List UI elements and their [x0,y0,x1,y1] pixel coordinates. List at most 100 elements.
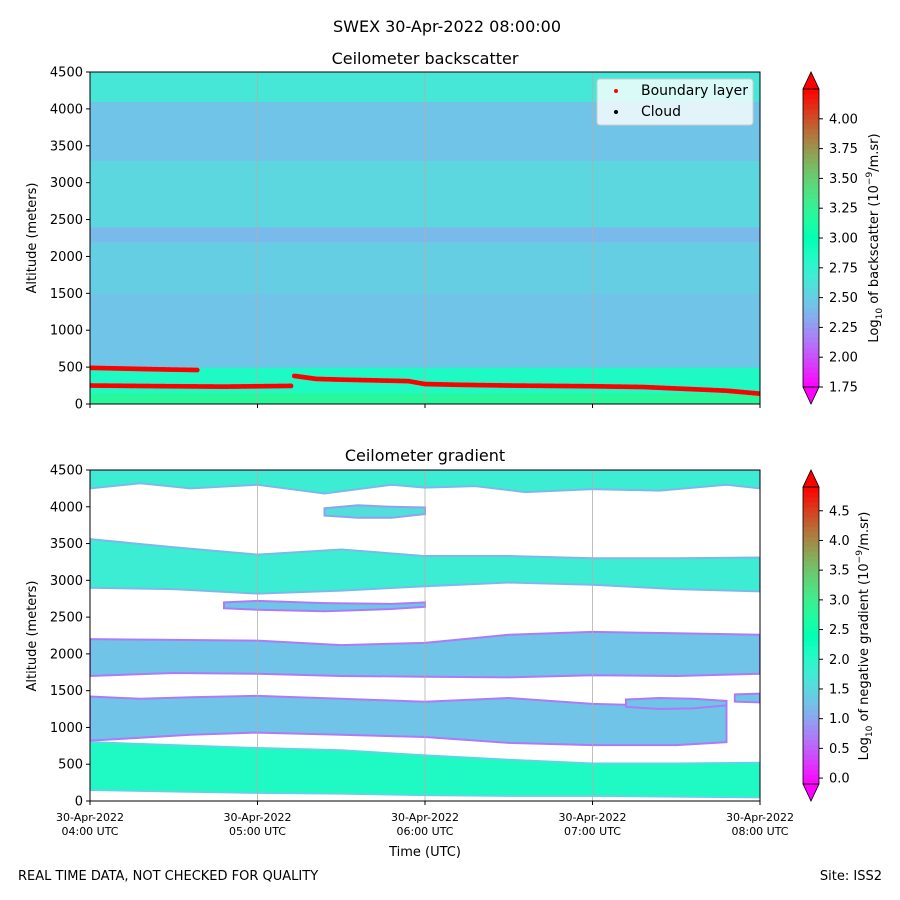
backscatter-colorbar-segment [803,103,819,110]
gradient-colorbar-segment [803,586,819,592]
backscatter-colorbar-segment [803,247,819,254]
legend-marker-boundary-layer [614,89,618,93]
backscatter-colorbar-segment [803,327,819,333]
y-tick-label: 2500 [50,611,83,626]
backscatter-colorbar-segment [803,143,819,150]
gradient-colorbar-tick-label: 1.5 [829,682,850,697]
backscatter-colorbar-max-arrow [802,71,820,90]
backscatter-colorbar-segment [803,257,819,264]
y-tick-label: 2000 [50,647,83,662]
gradient-colorbar-segment [803,491,819,498]
backscatter-colorbar-segment [803,168,819,175]
gradient-y-ticks: 0 500 1000 1500 2000 2500 3000 3500 4000 4500 [50,464,90,810]
backscatter-y-ticks: 0 500 1000 1500 2000 2500 3000 3500 4000 4500 [50,66,90,413]
gradient-xlabel: Time (UTC) [388,845,461,860]
backscatter-colorbar-segment [803,287,819,294]
backscatter-colorbar-segment [803,158,819,165]
backscatter-colorbar-segment [803,123,819,130]
gradient-colorbar-segment [803,546,819,552]
gradient-colorbar-segment [803,704,819,711]
gradient-colorbar-segment [803,600,819,607]
backscatter-colorbar-tick-label: 2.25 [829,321,858,336]
backscatter-colorbar-tick-label: 2.75 [829,261,858,276]
gradient-colorbar-segment [803,689,819,696]
backscatter-colorbar-segment [803,317,819,324]
gradient-colorbar-segment [803,719,819,726]
backscatter-colorbar-segment [803,267,819,274]
backscatter-colorbar-segment [803,128,819,135]
backscatter-colorbar-segment [803,307,819,314]
backscatter-panel: Ceilometer backscatter 0 500 1000 1500 2000 2… [25,49,885,413]
legend-label-boundary-layer: Boundary layer [641,83,748,99]
gradient-colorbar-segment [803,694,819,701]
x-tick-label-time: 06:00 UTC [396,825,453,838]
backscatter-colorbar-segment [803,138,819,145]
gradient-colorbar-segment [803,769,819,775]
gradient-colorbar: 0.0 0.5 1.0 1.5 2.0 2.5 3.0 3.5 4.0 4.5 Log10 of … [802,469,875,802]
gradient-colorbar-segment [803,511,819,518]
gradient-colorbar-segment [803,739,819,745]
gradient-colorbar-segment [803,759,819,765]
gradient-colorbar-segment [803,779,819,785]
gradient-colorbar-segment [803,516,819,523]
gradient-colorbar-segment [803,501,819,508]
gradient-colorbar-segment [803,536,819,543]
gradient-colorbar-segment [803,506,819,513]
y-tick-label: 0 [75,795,83,810]
backscatter-colorbar-segment [803,98,819,105]
gradient-colorbar-segment [803,734,819,741]
gradient-colorbar-segment [803,526,819,533]
backscatter-x-ticks [89,404,761,408]
backscatter-colorbar-segment [803,198,819,204]
gradient-colorbar-segment [803,645,819,651]
gradient-colorbar-segment [803,744,819,750]
backscatter-colorbar-segment [803,133,819,140]
backscatter-colorbar-segment [803,302,819,309]
legend-marker-cloud [614,110,618,114]
backscatter-colorbar-segment [803,297,819,304]
y-tick-label: 3500 [50,139,83,154]
backscatter-colorbar-segment [803,292,819,299]
backscatter-colorbar-segment [803,218,819,224]
backscatter-colorbar-segment [803,312,819,319]
gradient-colorbar-segment [803,496,819,503]
backscatter-colorbar-segment [803,252,819,259]
backscatter-colorbar-segment [803,357,819,363]
backscatter-colorbar-segment [803,352,819,358]
backscatter-colorbar-segment [803,372,819,378]
gradient-colorbar-segment [803,635,819,642]
x-tick-label-date: 30-Apr-2022 [726,811,794,824]
backscatter-colorbar-segment [803,208,819,214]
site-label: Site: ISS2 [819,869,882,884]
backscatter-colorbar-segment [803,213,819,219]
backscatter-colorbar-segment [803,282,819,289]
backscatter-ylabel: Altitude (meters) [25,183,40,294]
gradient-ylabel: Altitude (meters) [25,581,40,692]
backscatter-colorbar-segment [803,262,819,269]
backscatter-colorbar-segment [803,242,819,249]
gradient-colorbar-tick-label: 0.0 [829,772,850,787]
gradient-colorbar-tick-label: 4.5 [829,504,850,519]
y-tick-label: 0 [75,398,83,413]
backscatter-colorbar-tick-label: 2.50 [829,291,858,306]
gradient-colorbar-segment [803,749,819,755]
backscatter-colorbar-tick-label: 2.00 [829,351,858,366]
backscatter-colorbar-segment [803,377,819,383]
boundary-layer-point [757,391,760,397]
x-tick-label-time: 08:00 UTC [731,825,788,838]
y-tick-label: 4500 [50,464,83,479]
x-tick-label-date: 30-Apr-2022 [56,811,124,824]
x-tick-label-time: 07:00 UTC [564,825,621,838]
x-tick-label-date: 30-Apr-2022 [223,811,291,824]
backscatter-colorbar-segment [803,223,819,229]
gradient-colorbar-segment [803,630,819,637]
gradient-colorbar-segment [803,625,819,632]
gradient-colorbar-tick-label: 1.0 [829,712,850,727]
x-tick-label-date: 30-Apr-2022 [558,811,626,824]
boundary-layer-point [194,367,200,373]
backscatter-colorbar-segment [803,272,819,279]
gradient-colorbar-segment [803,724,819,731]
backscatter-colorbar-segment [803,188,819,194]
boundary-layer-points [90,365,760,397]
